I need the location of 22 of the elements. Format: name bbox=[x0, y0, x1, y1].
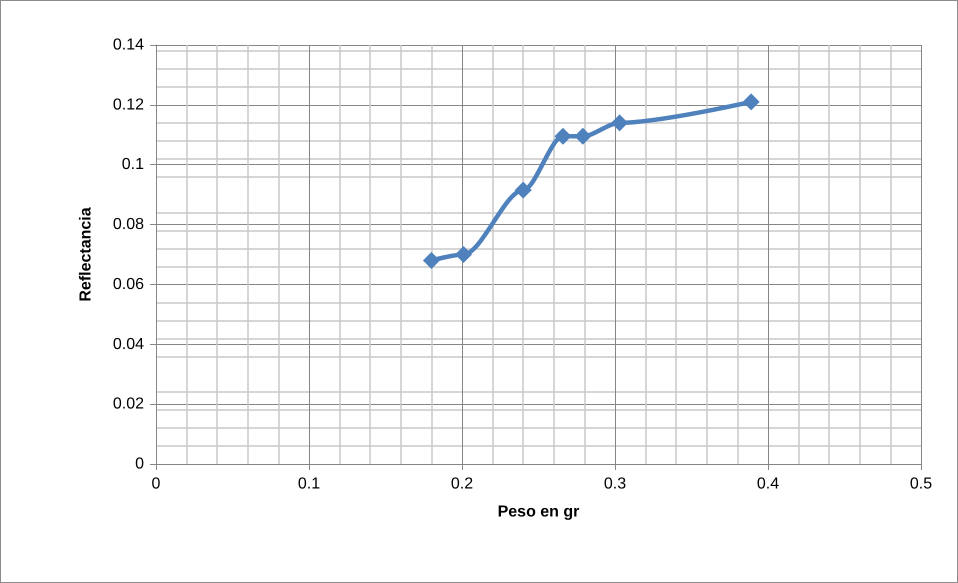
x-tick-label: 0.3 bbox=[604, 476, 626, 492]
x-tick-label: 0 bbox=[152, 476, 161, 492]
y-axis-title: Reflectancia bbox=[78, 207, 94, 302]
y-tick-label: 0.02 bbox=[112, 396, 144, 413]
point bbox=[514, 182, 532, 199]
point bbox=[611, 114, 628, 132]
x-axis-title: Peso en gr bbox=[498, 504, 580, 520]
x-tick-label: 0.5 bbox=[910, 476, 932, 492]
x-tick-label: 0.2 bbox=[450, 476, 474, 492]
y-tick-label: 0.12 bbox=[112, 96, 144, 114]
x-tick-label: 0.4 bbox=[756, 476, 780, 492]
y-tick-label: 0 bbox=[135, 456, 144, 472]
y-tick-label: 0.06 bbox=[112, 276, 144, 293]
x-tick-label: 0.1 bbox=[298, 476, 320, 492]
y-tick-label: 0.1 bbox=[122, 156, 144, 174]
y-tick-label: 0.14 bbox=[112, 36, 144, 54]
point bbox=[554, 128, 572, 145]
y-tick-label: 0.08 bbox=[112, 216, 144, 234]
y-tick-label: 0.04 bbox=[112, 336, 144, 353]
point bbox=[455, 246, 472, 263]
point bbox=[422, 252, 440, 269]
point bbox=[742, 93, 760, 110]
